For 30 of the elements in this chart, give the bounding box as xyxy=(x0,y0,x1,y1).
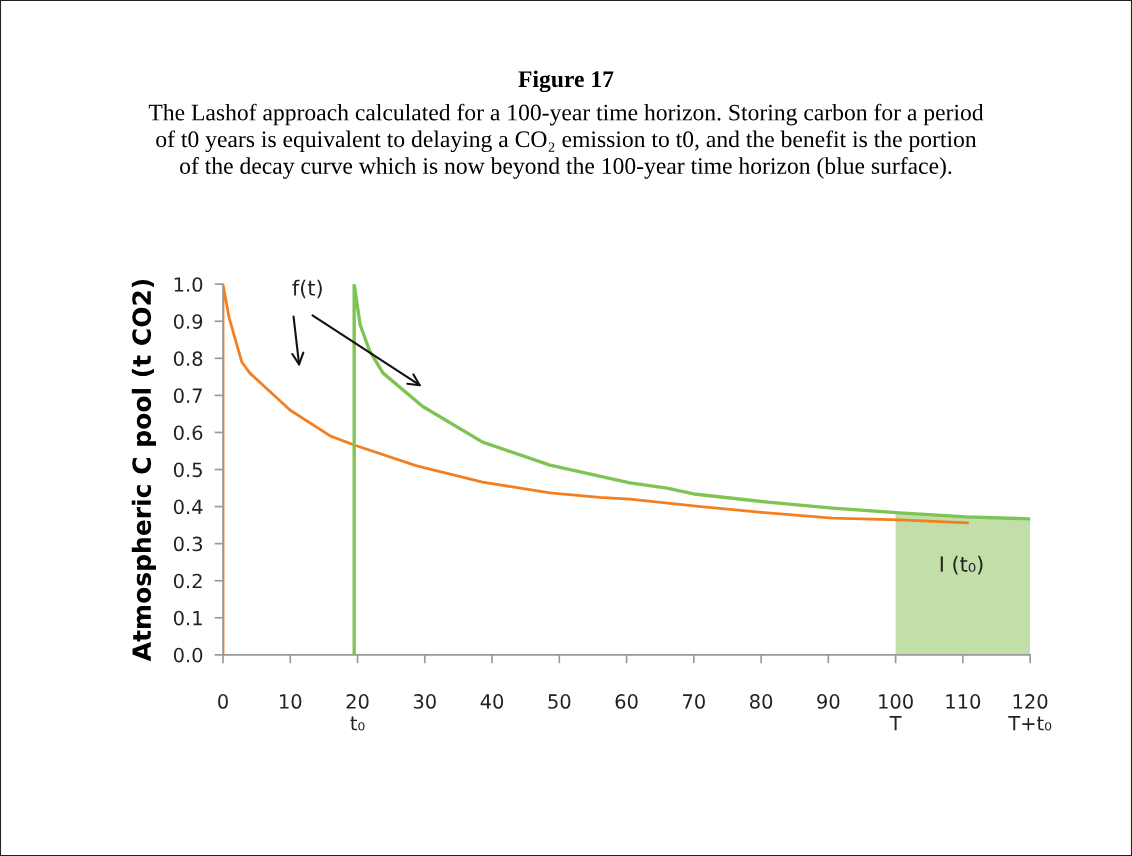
chart-title: Figure 17 xyxy=(518,70,614,93)
line-series xyxy=(352,284,1031,655)
x-tick-label: 120 T+t₀ xyxy=(1008,694,1052,731)
y-tick-label: 0.8 xyxy=(173,351,203,366)
y-tick-label: 0.3 xyxy=(173,536,202,552)
y-tick-label: 1.0 xyxy=(174,277,203,292)
y-tick-label: 0.7 xyxy=(173,388,202,404)
x-tick-label: 0 xyxy=(218,694,228,709)
x-tick-label: 70 xyxy=(683,694,705,709)
x-tick-label: 90 xyxy=(817,694,840,709)
y-tick-label: 0.9 xyxy=(173,314,203,329)
x-tick-label: 100 T xyxy=(879,694,913,731)
y-tick-label: 0.6 xyxy=(173,425,203,441)
x-tick-label: 80 xyxy=(750,694,773,709)
y-tick-label: 0.4 xyxy=(173,499,203,515)
y-tick-label: 0.1 xyxy=(173,610,202,626)
annotation: I (t₀) xyxy=(940,555,983,575)
x-tick-label: 50 xyxy=(548,694,571,709)
chart-subtitle: The Lashof approach calculated for a 100-year time horizon. Storing carbon for a period of t0 years is equivalent to delaying a CO₂ emission to t0, and the benefit is the portion of the decay curve which is now beyond the 100-year time horizon (blue surface). xyxy=(148,103,984,179)
annotation: f(t) xyxy=(292,279,322,299)
x-tick-label: 30 xyxy=(413,694,436,709)
x-tick-label: 10 xyxy=(280,694,302,709)
y-axis-title: Atmospheric C pool (t CO2) xyxy=(131,279,156,662)
x-tick-label: 40 xyxy=(480,694,504,709)
x-tick-label: 110 xyxy=(946,694,981,709)
y-tick-label: 0.0 xyxy=(173,647,203,663)
x-tick-label: 60 xyxy=(615,694,638,709)
y-tick-label: 0.2 xyxy=(173,573,202,589)
x-tick-label: 20 t₀ xyxy=(346,694,369,731)
y-tick-label: 0.5 xyxy=(173,462,202,478)
